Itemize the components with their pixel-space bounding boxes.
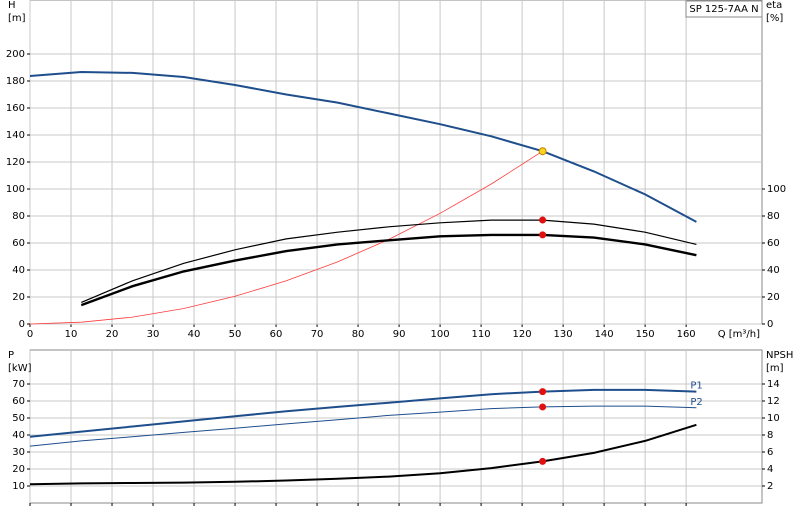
y-tick-label: 200 [6,49,25,60]
y-tick-label: 100 [6,184,25,195]
x-tick-label: 120 [513,329,532,340]
y-tick-label: 20 [12,292,25,303]
x-tick-label: 110 [472,329,491,340]
y-tick-label: 40 [12,430,25,441]
y2-tick-label: 10 [767,413,780,424]
y-tick-label: 60 [12,238,25,249]
operating-point [539,388,547,396]
y2-tick-label: 6 [767,447,773,458]
curve [29,150,543,325]
y2-tick-label: 8 [767,430,773,441]
y2-tick-label: 20 [767,292,780,303]
series-label: P2 [690,397,702,408]
x-tick-label: 100 [431,329,450,340]
x-tick-label: 80 [352,329,365,340]
x-tick-label: 160 [677,329,696,340]
curve [29,405,697,447]
x-tick-label: 0 [27,329,33,340]
y-tick-label: 180 [6,76,25,87]
y-tick-label: 160 [6,103,25,114]
chart-title: SP 125-7AA N [689,4,758,15]
curve [80,233,697,307]
y2-tick-label: 4 [767,464,773,475]
plot-area [29,349,763,504]
curve [29,423,697,486]
x-tick-label: 130 [554,329,573,340]
y-axis-label: P [8,350,14,361]
y-tick-label: 120 [6,157,25,168]
operating-point [539,403,547,411]
title-box [685,0,763,18]
y-tick-label: 70 [12,379,25,390]
y-tick-label: 50 [12,413,25,424]
operating-point [539,457,547,465]
y2-tick-label: 60 [767,238,780,249]
y2-tick-label: 12 [767,396,780,407]
y-tick-label: 20 [12,464,25,475]
y2-tick-label: 40 [767,265,780,276]
curve [29,388,697,438]
x-tick-label: 20 [106,329,119,340]
y-axis-label: H [8,0,16,11]
y-tick-label: 80 [12,211,25,222]
y-tick-label: 60 [12,396,25,407]
x-tick-label: 10 [65,329,78,340]
x-tick-label: 150 [636,329,655,340]
y2-tick-label: 80 [767,211,780,222]
curve [81,219,697,303]
series-label: P1 [690,381,702,392]
y-tick-label: 10 [12,481,25,492]
y-tick-label: 30 [12,447,25,458]
y2-tick-label: 100 [767,184,786,195]
operating-point [539,231,547,239]
y-axis-label: [kW] [8,363,32,374]
x-tick-label: 90 [393,329,406,340]
x-tick-label: 30 [147,329,160,340]
x-tick-label: 60 [270,329,283,340]
x-axis-label: Q [m³/h] [718,329,760,340]
x-tick-label: 50 [229,329,242,340]
x-tick-label: 40 [188,329,201,340]
x-tick-label: 70 [311,329,324,340]
curve [29,70,697,223]
operating-point [539,216,547,224]
y-axis-label: [m] [8,13,26,24]
operating-point [538,147,547,156]
y2-axis-label: NPSH [766,350,793,361]
y2-tick-label: 2 [767,481,773,492]
x-tick-label: 140 [595,329,614,340]
y-tick-label: 40 [12,265,25,276]
y2-axis-label: [m] [766,363,784,374]
y2-tick-label: 14 [767,379,780,390]
y2-axis-label: eta [766,0,782,11]
y2-tick-label: 0 [767,319,773,330]
y-tick-label: 140 [6,130,25,141]
y2-axis-label: [%] [766,13,783,24]
y-tick-label: 0 [19,319,25,330]
